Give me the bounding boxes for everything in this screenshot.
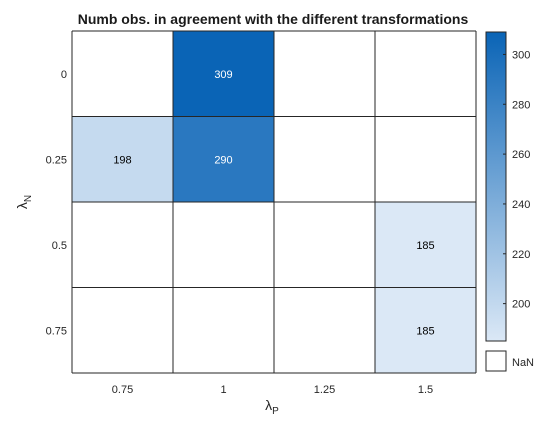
colorbar-tick-label: 280 <box>512 99 530 111</box>
heatmap-cell <box>173 287 274 373</box>
heatmap-cell <box>274 31 375 117</box>
x-axis-label-sub: P <box>272 406 279 417</box>
x-axis-label: λP <box>265 397 279 417</box>
y-tick-label: 0 <box>61 69 67 81</box>
colorbar-tick-label: 240 <box>512 199 530 211</box>
y-tick-label: 0.25 <box>46 154 67 166</box>
cell-value-label: 309 <box>214 69 232 81</box>
heatmap-cell <box>72 31 173 117</box>
colorbar-tick-label: 260 <box>512 149 530 161</box>
colorbar-tick-label: 220 <box>512 249 530 261</box>
colorbar <box>485 31 507 342</box>
chart-title: Numb obs. in agreement with the differen… <box>78 11 469 27</box>
y-tick-label: 0.75 <box>46 325 67 337</box>
heatmap-cell <box>274 202 375 288</box>
heatmap-cell <box>375 31 476 117</box>
heatmap-cell <box>72 116 173 202</box>
heatmap-cell <box>72 287 173 373</box>
heatmap-cell <box>375 287 476 373</box>
y-axis-label-sub: N <box>23 195 34 202</box>
x-axis-label-main: λ <box>265 397 272 413</box>
y-axis-label: λN <box>14 195 34 209</box>
heatmap-cell <box>173 31 274 117</box>
cell-value-label: 290 <box>214 154 232 166</box>
x-tick-label: 1 <box>220 384 226 396</box>
x-tick-label: 0.75 <box>112 384 133 396</box>
heatmap-cell <box>173 116 274 202</box>
y-tick-labels: 0 0.25 0.5 0.75 <box>46 69 67 338</box>
y-tick-label: 0.5 <box>52 240 67 252</box>
cell-value-label: 185 <box>416 325 434 337</box>
heatmap-cell <box>375 202 476 288</box>
colorbar-tick-label: 300 <box>512 49 530 61</box>
cell-value-label: 185 <box>416 240 434 252</box>
heatmap-cell <box>375 116 476 202</box>
colorbar-tick-label: 200 <box>512 299 530 311</box>
x-tick-label: 1.25 <box>314 384 335 396</box>
x-tick-labels: 0.75 1 1.25 1.5 <box>112 384 433 396</box>
nan-swatch <box>485 350 507 372</box>
heatmap-grid <box>71 30 477 374</box>
nan-label: NaN <box>512 357 534 369</box>
cell-value-label: 198 <box>113 154 131 166</box>
colorbar-ticks: 200 220 240 260 280 300 <box>503 49 530 311</box>
x-tick-label: 1.5 <box>418 384 433 396</box>
heatmap-cells: 309 198 290 185 185 <box>72 31 476 373</box>
heatmap-cell <box>72 202 173 288</box>
heatmap-cell <box>274 116 375 202</box>
y-axis-label-main: λ <box>14 202 30 209</box>
heatmap-cell <box>274 287 375 373</box>
heatmap-cell <box>173 202 274 288</box>
